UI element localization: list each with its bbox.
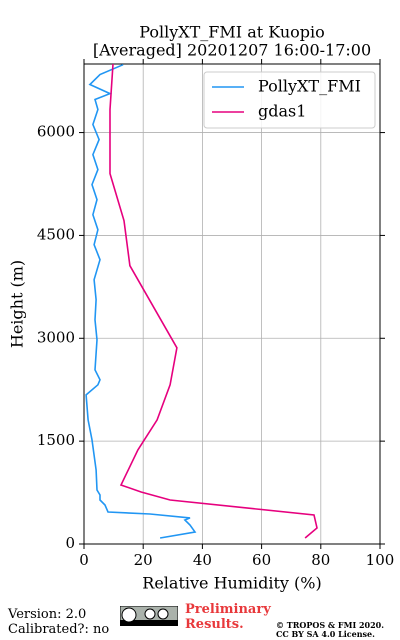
x-tick-label: 0 xyxy=(79,551,89,569)
calibrated: Calibrated?: no xyxy=(8,622,110,637)
copyright: © TROPOS & FMI 2020. xyxy=(276,620,385,630)
plot-frame xyxy=(83,63,381,545)
data-line xyxy=(85,63,197,539)
license: CC BY SA 4.0 License. xyxy=(276,629,375,639)
legend-label: PollyXT_FMI xyxy=(258,77,361,96)
version: Version: 2.0 xyxy=(8,607,87,622)
x-axis-label: Relative Humidity (%) xyxy=(142,574,321,593)
chart-subtitle: [Averaged] 20201207 16:00-17:00 xyxy=(93,41,371,60)
preliminary: Preliminary xyxy=(185,602,271,617)
chart: PollyXT_FMI at Kuopio [Averaged] 2020120… xyxy=(8,23,395,593)
y-tick-label: 3000 xyxy=(37,328,75,346)
y-tick-label: 0 xyxy=(65,534,75,552)
x-tick-label: 100 xyxy=(366,551,395,569)
data-line xyxy=(109,63,318,539)
y-tick-label: 4500 xyxy=(37,225,75,243)
results: Results. xyxy=(185,617,244,632)
legend-label: gdas1 xyxy=(258,102,306,121)
legend-box xyxy=(203,71,376,129)
x-tick-label: 60 xyxy=(252,551,271,569)
x-tick-label: 80 xyxy=(311,551,330,569)
y-tick-label: 1500 xyxy=(37,431,75,449)
x-tick-label: 40 xyxy=(193,551,212,569)
y-axis-label: Height (m) xyxy=(8,260,27,348)
y-tick-label: 6000 xyxy=(37,123,75,141)
chart-title: PollyXT_FMI at Kuopio xyxy=(139,23,325,42)
x-tick-label: 20 xyxy=(134,551,153,569)
cc-badge xyxy=(120,606,178,626)
